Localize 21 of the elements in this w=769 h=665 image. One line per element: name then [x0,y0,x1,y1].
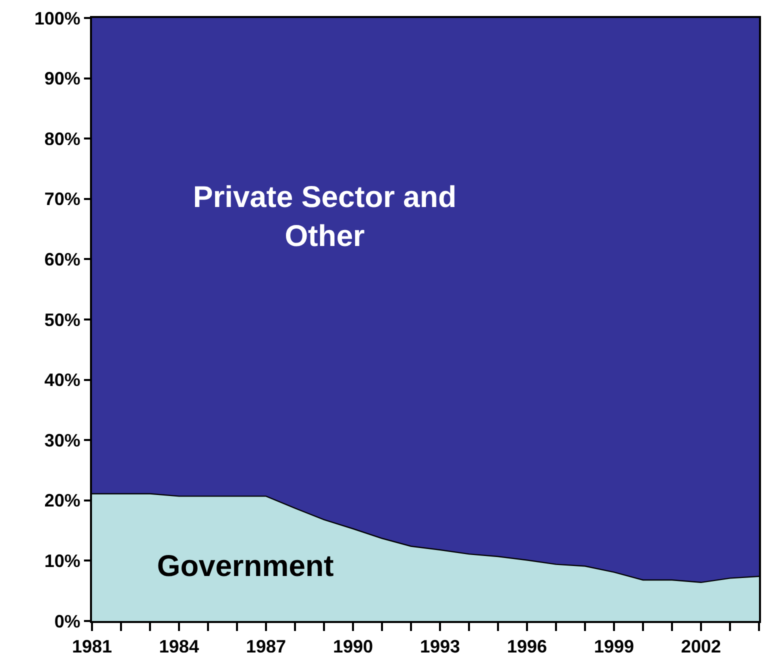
series-label: Government [157,550,334,583]
x-tick-label: 1990 [332,636,374,657]
x-tick-label: 1981 [72,636,112,657]
y-tick-label: 100% [34,8,80,28]
y-tick-label: 10% [44,551,80,571]
y-tick-label: 40% [44,370,80,390]
y-tick-label: 60% [44,250,80,270]
x-tick-label: 1996 [506,636,548,657]
y-tick-label: 20% [44,490,80,511]
y-tick-label: 0% [54,611,80,632]
x-tick-label: 2002 [680,636,722,657]
y-tick-label: 80% [44,128,80,149]
x-tick-label: 1993 [420,636,460,657]
series-label: Private Sector and Other [193,181,456,253]
x-tick-label: 1987 [246,636,286,657]
y-tick-label: 70% [44,189,80,210]
y-tick-label: 50% [44,310,80,330]
x-tick-label: 1984 [158,636,200,657]
y-tick-label: 30% [44,430,80,450]
y-tick-label: 90% [44,68,80,89]
x-tick-label: 1999 [594,636,634,657]
